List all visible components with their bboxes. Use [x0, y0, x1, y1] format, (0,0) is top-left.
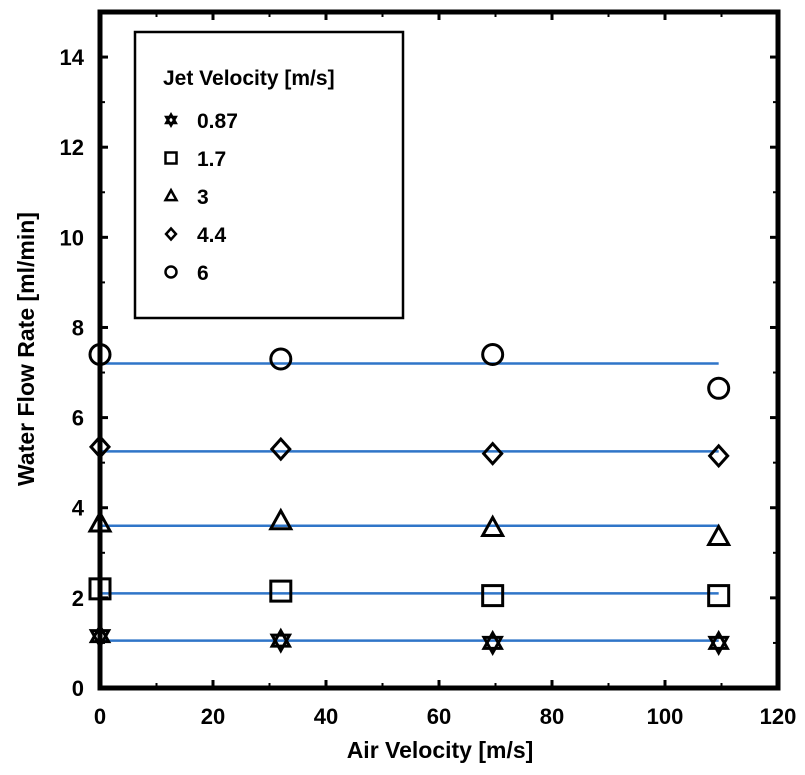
legend-label-3: 4.4: [197, 224, 227, 247]
y-tick-label: 4: [72, 496, 85, 521]
point-series-2-2: [480, 514, 506, 538]
x-tick-label: 0: [94, 704, 106, 729]
legend-box: [133, 30, 405, 320]
x-tick-label: 80: [540, 704, 564, 729]
y-tick-label: 10: [60, 225, 84, 250]
legend-label-4: 6: [197, 262, 209, 285]
point-series-4-1: [269, 347, 293, 371]
y-tick-label: 14: [60, 45, 85, 70]
y-tick-label: 6: [72, 406, 84, 431]
point-series-4-2: [481, 343, 505, 367]
point-series-2-1: [268, 507, 294, 531]
x-tick-label: 40: [314, 704, 338, 729]
y-tick-label: 8: [72, 315, 84, 340]
x-tick-label: 60: [427, 704, 451, 729]
point-series-2-3: [706, 523, 732, 547]
y-tick-label: 12: [60, 135, 84, 160]
legend-marker-0: [164, 111, 178, 129]
point-series-0-3: [707, 629, 730, 656]
point-series-0-3-down: [707, 635, 730, 656]
x-tick-label: 20: [201, 704, 225, 729]
point-series-1-1: [269, 579, 293, 603]
point-series-3-3: [707, 443, 730, 469]
y-tick-label: 2: [72, 586, 84, 611]
point-series-3-2: [481, 441, 504, 466]
point-series-0-1-up: [269, 627, 293, 648]
x-tick-label: 120: [760, 704, 797, 729]
y-tick-label: 0: [72, 676, 84, 701]
legend-marker-3: [164, 226, 178, 242]
legend-label-1: 1.7: [197, 148, 226, 171]
x-tick-label: 100: [647, 704, 684, 729]
point-series-3-1: [269, 436, 292, 462]
point-series-4-3: [707, 376, 731, 400]
legend-title: Jet Velocity [m/s]: [163, 67, 335, 90]
legend-label-0: 0.87: [197, 110, 238, 133]
legend-marker-0-down: [164, 115, 178, 129]
point-series-1-2: [481, 584, 505, 608]
point-series-0-2: [481, 629, 504, 656]
legend-marker-2: [163, 187, 179, 202]
legend-label-2: 3: [197, 186, 209, 209]
point-series-0-3-up: [707, 629, 730, 650]
point-series-0-2-down: [481, 635, 504, 656]
point-series-0-2-up: [481, 629, 504, 650]
point-series-0-1: [269, 627, 293, 654]
x-axis-title: Air Velocity [m/s]: [347, 737, 534, 763]
legend-marker-4: [164, 265, 178, 279]
point-series-1-3: [707, 584, 731, 608]
plot-frame: [97, 9, 781, 691]
y-axis-title: Water Flow Rate [ml/min]: [13, 212, 39, 486]
point-series-0-1-down: [269, 633, 293, 654]
legend-marker-1: [164, 151, 178, 165]
